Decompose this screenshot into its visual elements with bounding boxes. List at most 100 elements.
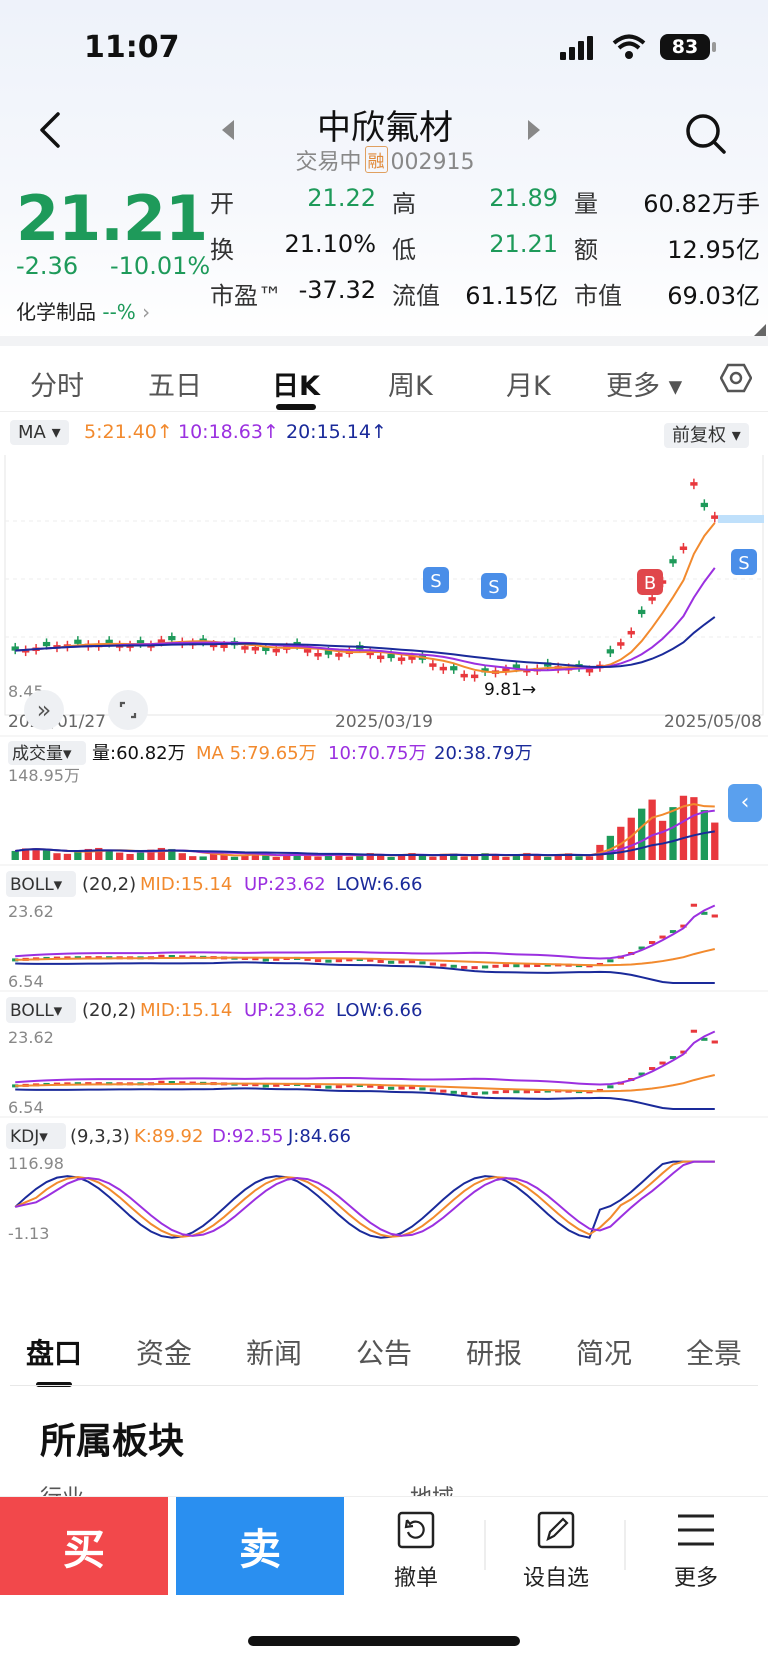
vol-ma20-line (15, 830, 715, 857)
tab-1[interactable]: 五日 (148, 371, 202, 402)
ma20-text: 20:15.14 (286, 421, 371, 443)
industry-link[interactable]: 化学制品 --% › (16, 296, 150, 325)
divider (0, 336, 768, 346)
volume-bar (356, 855, 364, 860)
volume-bar (397, 854, 406, 860)
divider (10, 1385, 758, 1386)
range-highlight (718, 515, 764, 523)
volume-bar (95, 847, 103, 860)
cancel-order-button[interactable]: 撤单 (393, 1566, 438, 1591)
info-tab-0[interactable]: 盘口 (26, 1337, 83, 1370)
volume-bar (429, 856, 437, 860)
boll1-low: LOW:6.66 (336, 874, 422, 895)
volume-bar (324, 853, 333, 860)
boll2-up-line (15, 1030, 716, 1086)
candle-body (606, 649, 615, 654)
sell-button[interactable]: 卖 (176, 1497, 344, 1595)
menu-icon[interactable] (676, 1512, 716, 1552)
signal-badge (423, 567, 449, 593)
kdj-j-line (14, 1160, 715, 1239)
add-watchlist-icon[interactable] (536, 1510, 576, 1554)
info-tab-3[interactable]: 公告 (356, 1337, 413, 1370)
tab-3[interactable]: 周K (388, 371, 433, 402)
cancel-order-icon[interactable] (396, 1510, 436, 1554)
volume-bar (136, 852, 145, 860)
volume-bar (345, 856, 353, 860)
signal-badge (481, 573, 507, 599)
fullscreen-icon[interactable] (108, 690, 148, 730)
expand-forward-icon[interactable]: » (24, 690, 64, 730)
volume-bar (53, 853, 61, 860)
volume-bar (283, 854, 291, 860)
header-background (0, 0, 768, 340)
stock-subtitle: 交易中融 002915 (240, 144, 530, 176)
prev-stock-icon[interactable] (220, 120, 236, 144)
candle-body (241, 646, 249, 650)
battery-tip (712, 42, 716, 52)
adjust-selector[interactable]: 前复权 ▾ (664, 421, 749, 448)
candle-body (700, 502, 708, 508)
tab-4[interactable]: 月K (506, 371, 551, 402)
volume-bar (554, 854, 562, 860)
candle-body (157, 639, 166, 643)
info-tab-6[interactable]: 全景 (686, 1337, 743, 1370)
tab-0[interactable]: 分时 (30, 371, 84, 402)
volume-bar (408, 852, 416, 860)
add-watchlist-button[interactable]: 设自选 (522, 1566, 589, 1591)
quote-value: 61.15亿 (465, 282, 558, 310)
vol-ymax: 148.95万 (8, 766, 80, 785)
quote-value: 21.10% (284, 230, 376, 258)
candle-body (377, 655, 385, 660)
candle-body (303, 649, 312, 653)
signal-badge (637, 569, 663, 595)
volume-bar (648, 799, 656, 860)
kdj-d-line (14, 1160, 715, 1237)
info-tab-4[interactable]: 研报 (466, 1337, 523, 1370)
ma5-text: 5:21.40 (84, 421, 157, 443)
volume-bar (638, 808, 646, 860)
boll2-low-line (15, 1087, 715, 1110)
volume-bar (366, 853, 374, 860)
info-tab-1[interactable]: 资金 (136, 1337, 193, 1370)
back-icon[interactable] (34, 110, 64, 154)
volume-bar (439, 853, 447, 860)
signal-badge (731, 549, 757, 575)
boll1-up: UP:23.62 (244, 874, 326, 895)
settings-hex-icon[interactable] (719, 362, 753, 398)
boll1-up-line (15, 904, 716, 960)
info-tab-5[interactable]: 简况 (576, 1337, 633, 1370)
candle-body (439, 666, 447, 671)
chevron-right-icon: › (142, 300, 151, 324)
low-price-label: 9.81→ (484, 680, 536, 700)
volume-bar (564, 853, 573, 860)
quote-label: 开 (210, 190, 234, 218)
tab-5[interactable]: 更多 ▾ (606, 371, 683, 402)
buy-button[interactable]: 买 (0, 1497, 168, 1595)
volume-bar (178, 853, 186, 860)
stock-charts[interactable]: 24.938.4523.57→9.81→SSBS2025/01/272025/0… (0, 455, 768, 1315)
ma10-value: 10:18.63↑ (178, 421, 279, 443)
volume-bar (690, 797, 698, 860)
next-stock-icon[interactable] (526, 120, 542, 144)
kdj-selector: KDJ▾ (10, 1127, 48, 1147)
ma5-value: 5:21.40↑ (84, 421, 173, 443)
info-tab-2[interactable]: 新闻 (246, 1337, 303, 1370)
candle-body (481, 668, 489, 673)
volume-bar (418, 855, 427, 860)
volume-bar (523, 852, 531, 860)
ma-selector[interactable]: MA ▾ (10, 420, 69, 445)
collapse-panel-icon[interactable]: ‹ (728, 784, 762, 822)
ma20-line (15, 616, 716, 669)
home-indicator (248, 1636, 520, 1646)
volume-bar (450, 853, 458, 860)
candle-body (42, 641, 51, 647)
ma-selector-label: MA (18, 422, 46, 443)
more-actions-button[interactable]: 更多 (673, 1566, 718, 1591)
tab-2[interactable]: 日K (272, 371, 320, 402)
quote-label: 换 (210, 236, 234, 264)
search-icon[interactable] (684, 112, 728, 160)
signal-label: S (488, 577, 499, 598)
volume-bar (700, 810, 708, 860)
candle-body (366, 651, 374, 656)
candle-body (408, 656, 416, 660)
